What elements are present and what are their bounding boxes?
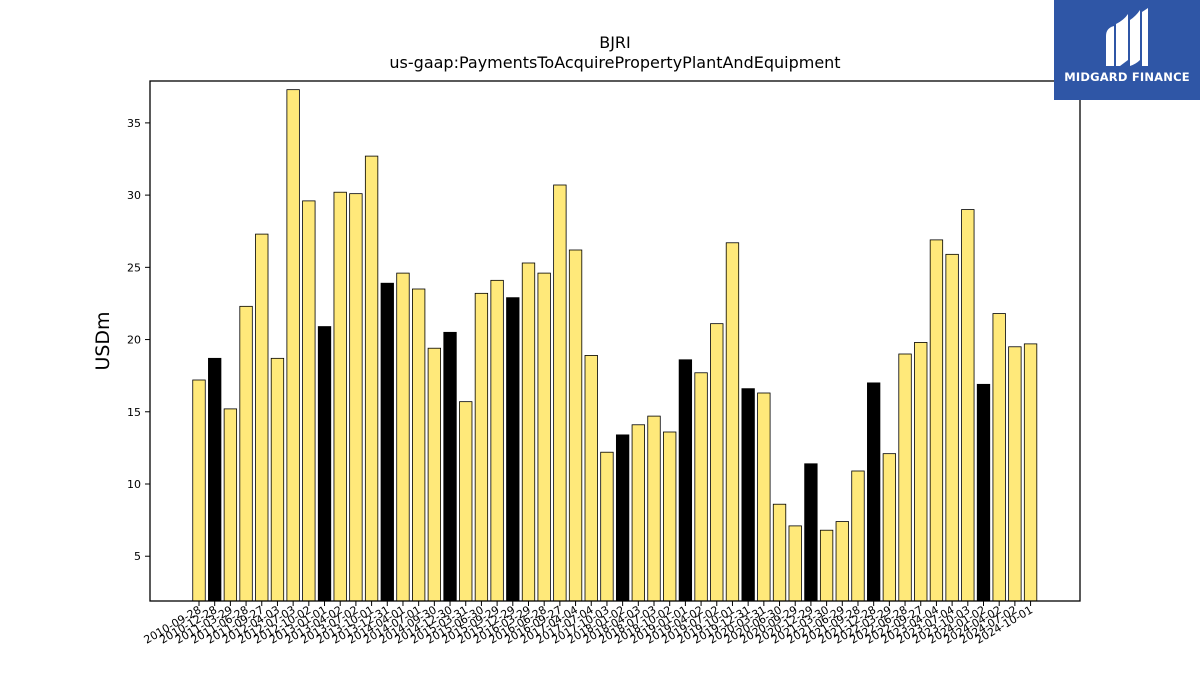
bar-2019-04-02 [694,372,708,602]
y-tick-label: 15 [127,406,141,419]
midgard-logo: MIDGARD FINANCE [1054,0,1200,100]
bar-2015-03-31 [459,401,473,602]
bar-2013-12-31 [380,282,394,602]
bar-2021-09-28 [851,470,865,602]
bar-2024-01-02 [976,383,991,602]
bar-2013-07-02 [349,193,363,602]
bar-2024-07-02 [1008,346,1022,602]
bar-2012-10-02 [302,200,316,602]
bar-2019-10-01 [725,242,740,602]
bar-2017-07-04 [584,355,598,602]
bar-2020-09-29 [788,525,802,602]
bar-2011-06-28 [239,305,253,602]
bar-2014-12-30 [443,331,457,602]
y-axis-label: USDm [92,311,114,370]
bar-2019-12-31 [741,388,755,602]
bar-2021-06-29 [835,521,849,602]
bar-2021-12-28 [867,382,881,602]
bar-2018-01-02 [615,434,630,602]
bar-2013-01-01 [317,326,332,602]
bar-2016-06-28 [537,272,551,602]
bar-2018-10-02 [663,431,677,602]
bar-2014-09-30 [427,347,442,602]
bar-2010-09-28 [192,379,206,602]
bar-2020-06-30 [772,503,787,602]
bar-2011-09-27 [255,233,269,602]
bar-2015-12-29 [506,297,520,602]
bar-2024-04-02 [992,313,1006,602]
chart-title: BJRI [599,33,631,52]
bar-2012-07-03 [286,89,300,602]
bar-2011-03-29 [223,408,238,602]
x-axis-ticks: 2010-09-282010-12-282011-03-292011-06-28… [142,601,1035,647]
bar-2020-12-29 [804,463,818,602]
bar-2021-03-30 [819,529,834,602]
bar-2023-07-04 [945,253,959,602]
bar-2022-09-27 [914,342,928,602]
midgard-logo-icon [1106,8,1148,66]
bar-2014-04-01 [396,272,410,602]
bar-2012-04-03 [270,357,285,602]
bars-group [192,89,1038,602]
bar-2018-07-03 [647,415,661,602]
y-tick-label: 25 [127,261,141,274]
bar-2019-01-01 [678,359,693,602]
bar-2010-12-28 [208,357,222,602]
bar-2017-04-04 [568,249,583,602]
bar-2016-09-27 [553,184,567,602]
logo-text: MIDGARD FINANCE [1064,70,1190,84]
bar-2016-03-29 [521,262,536,602]
y-tick-label: 5 [134,550,141,563]
bar-2022-06-28 [898,353,912,602]
bar-2015-06-30 [474,292,489,602]
bar-2020-03-31 [757,392,771,602]
y-tick-label: 10 [127,478,141,491]
bar-2013-04-02 [333,191,347,602]
bar-2023-04-04 [929,239,944,602]
bar-2017-10-03 [600,451,614,602]
bar-2015-09-29 [490,279,504,602]
chart-subtitle: us-gaap:PaymentsToAcquirePropertyPlantAn… [389,53,840,72]
bar-2024-10-01 [1023,343,1038,602]
bar-2018-04-03 [631,424,645,602]
y-tick-label: 35 [127,117,141,130]
bar-2013-10-01 [364,155,379,602]
bar-2019-07-02 [710,323,724,602]
y-tick-label: 20 [127,334,141,347]
bar-2023-10-03 [961,209,975,602]
y-tick-label: 30 [127,189,141,202]
bar-2022-03-29 [882,453,897,602]
y-axis-ticks: 5 10 15 20 25 30 35 [127,117,150,563]
plot-frame [149,80,1081,602]
bar-2014-07-01 [412,288,426,602]
